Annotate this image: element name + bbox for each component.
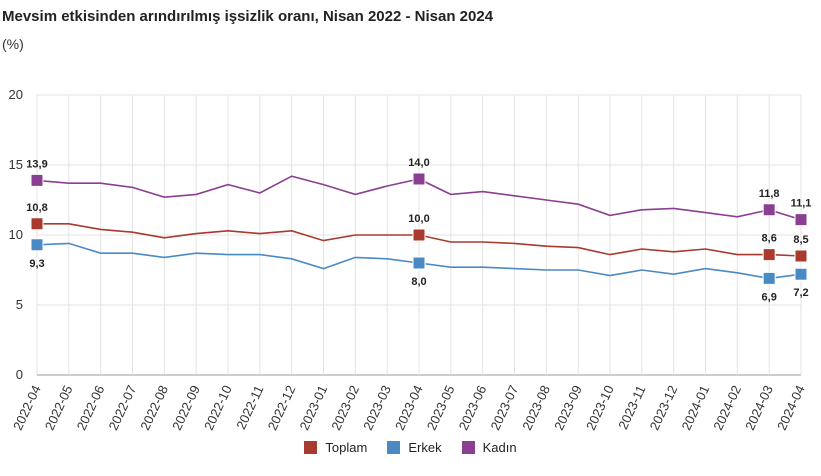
data-point-marker[interactable] <box>762 248 776 262</box>
data-label: 14,0 <box>408 157 429 169</box>
x-tick-label: 2023-04 <box>392 383 426 433</box>
y-tick-label: 0 <box>16 367 23 382</box>
x-tick-label: 2022-07 <box>105 383 139 433</box>
data-point-marker[interactable] <box>30 173 44 187</box>
x-tick-label: 2023-02 <box>328 383 362 433</box>
data-label: 8,6 <box>762 233 777 245</box>
x-tick-label: 2024-01 <box>678 383 712 433</box>
data-label: 8,5 <box>793 234 808 246</box>
x-tick-label: 2022-10 <box>201 383 235 433</box>
data-labels: 10,8 10,0 8,6 8,5 9,3 8,0 6,9 7,2 13,9 14,0 11,8 11… <box>26 157 811 303</box>
data-point-marker[interactable] <box>30 217 44 231</box>
x-tick-label: 2022-08 <box>137 383 171 433</box>
data-point-marker[interactable] <box>412 228 426 242</box>
legend: Toplam Erkek Kadın <box>0 440 821 455</box>
legend-swatch-toplam <box>304 441 318 454</box>
x-tick-label: 2023-09 <box>551 383 585 433</box>
grid <box>36 94 802 376</box>
data-point-marker[interactable] <box>762 271 776 285</box>
data-label: 9,3 <box>29 258 44 270</box>
data-point-marker[interactable] <box>412 172 426 186</box>
data-point-marker[interactable] <box>762 203 776 217</box>
legend-item-erkek[interactable]: Erkek <box>387 440 442 455</box>
x-tick-label: 2022-05 <box>42 383 76 433</box>
data-point-marker[interactable] <box>794 213 808 227</box>
x-tick-labels: 2022-042022-052022-062022-072022-082022-… <box>10 383 808 433</box>
x-tick-label: 2023-01 <box>296 383 330 433</box>
x-tick-label: 2023-12 <box>647 383 681 433</box>
x-tick-label: 2022-06 <box>74 383 108 433</box>
legend-label-toplam: Toplam <box>325 440 368 455</box>
y-tick-label: 15 <box>9 157 23 172</box>
x-tick-label: 2023-11 <box>615 383 648 432</box>
unit-label: (%) <box>2 36 24 52</box>
x-tick-label: 2022-12 <box>265 383 299 433</box>
legend-item-kadin[interactable]: Kadın <box>461 440 517 455</box>
legend-swatch-kadin <box>461 441 475 454</box>
chart-title: Mevsim etkisinden arındırılmış işsizlik … <box>2 8 494 25</box>
y-tick-label: 20 <box>9 87 23 102</box>
x-tick-label: 2022-09 <box>169 383 203 433</box>
y-tick-label: 5 <box>16 297 23 312</box>
data-point-marker[interactable] <box>412 256 426 270</box>
x-tick-label: 2023-07 <box>487 383 521 433</box>
x-tick-label: 2023-06 <box>456 383 490 433</box>
data-point-marker[interactable] <box>30 238 44 252</box>
legend-label-erkek: Erkek <box>408 440 442 455</box>
data-point-marker[interactable] <box>794 249 808 263</box>
data-label: 10,0 <box>408 213 429 225</box>
data-label: 13,9 <box>26 158 47 170</box>
data-label: 6,9 <box>762 291 777 303</box>
data-label: 7,2 <box>793 287 808 299</box>
data-point-marker[interactable] <box>794 267 808 281</box>
x-tick-label: 2023-03 <box>360 383 394 433</box>
legend-label-kadin: Kadın <box>482 440 517 455</box>
x-tick-label: 2022-04 <box>10 383 44 433</box>
x-tick-label: 2024-04 <box>774 383 808 433</box>
data-label: 11,1 <box>791 198 812 210</box>
data-label: 11,8 <box>759 188 780 200</box>
y-tick-labels: 0 5 10 15 20 <box>9 87 23 382</box>
x-tick-label: 2024-03 <box>742 383 776 433</box>
legend-swatch-erkek <box>387 441 401 454</box>
x-tick-label: 2023-08 <box>519 383 553 433</box>
x-tick-label: 2024-02 <box>710 383 744 433</box>
x-tick-label: 2022-11 <box>233 383 266 432</box>
data-label: 10,8 <box>26 202 47 214</box>
x-tick-label: 2023-05 <box>424 383 458 433</box>
x-tick-label: 2023-10 <box>583 383 617 433</box>
data-label: 8,0 <box>411 276 426 288</box>
legend-item-toplam[interactable]: Toplam <box>304 440 367 455</box>
series-markers <box>30 172 808 285</box>
y-tick-label: 10 <box>9 227 23 242</box>
